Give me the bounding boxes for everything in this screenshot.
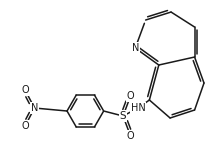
Text: N: N: [31, 103, 38, 113]
Text: S: S: [120, 111, 126, 121]
Text: O: O: [21, 85, 29, 95]
Text: O: O: [21, 121, 29, 131]
Text: HN: HN: [131, 103, 146, 113]
Text: N: N: [132, 43, 139, 53]
Text: O: O: [127, 91, 134, 101]
Text: O: O: [127, 131, 134, 141]
